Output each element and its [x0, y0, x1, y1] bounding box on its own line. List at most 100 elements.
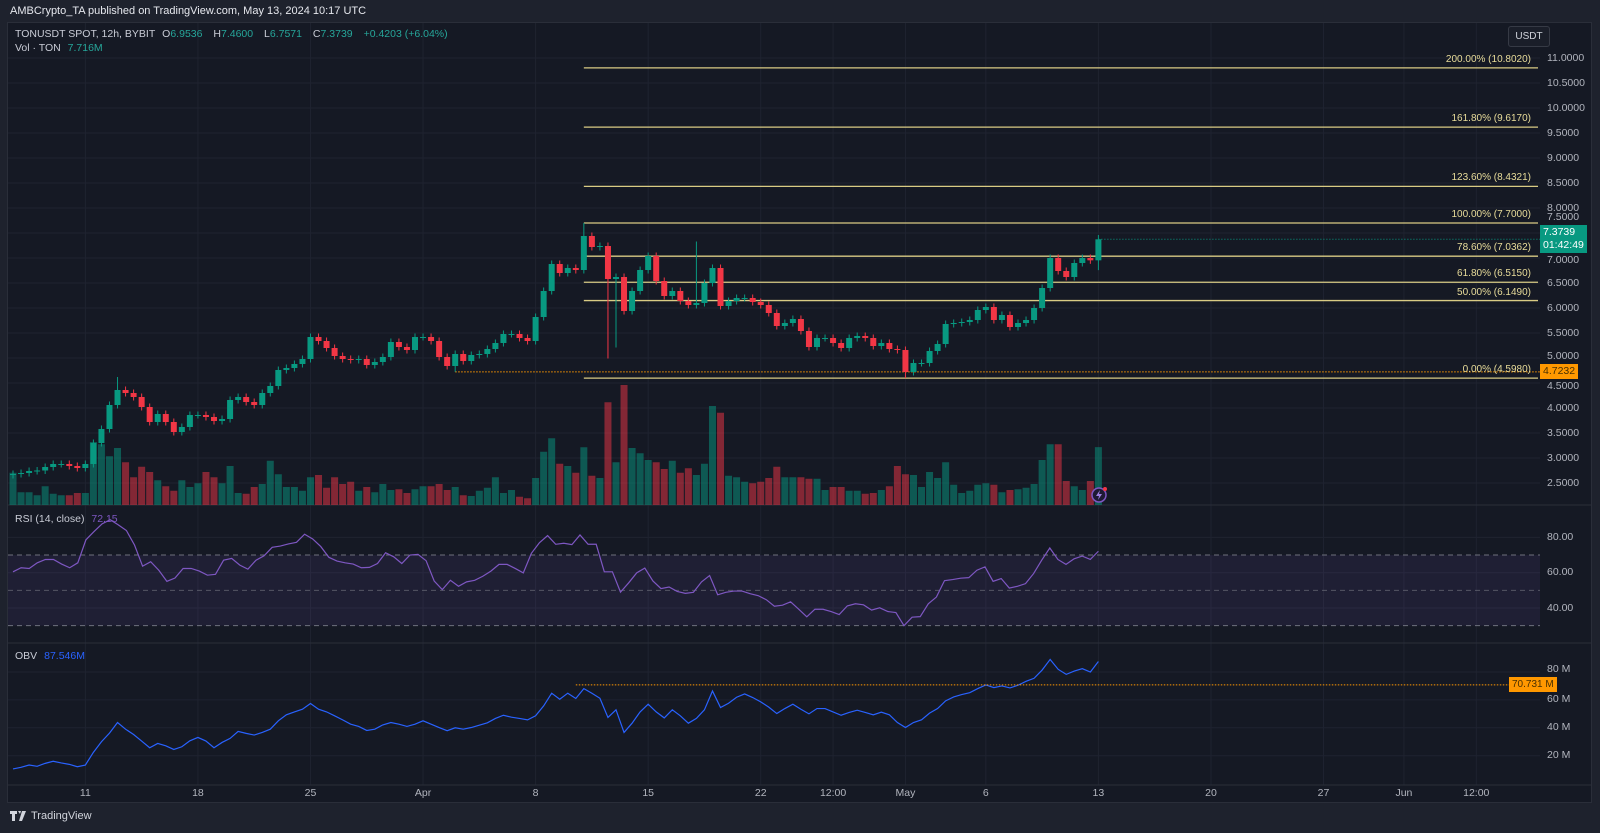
obv-pane [12, 658, 1540, 770]
volume-bar [717, 412, 725, 505]
volume-bar [1078, 490, 1086, 505]
candle-body [331, 348, 338, 356]
rsi-legend[interactable]: RSI (14, close) 72.15 [15, 513, 122, 526]
price-tick-label: 9.5000 [1547, 126, 1580, 139]
candle-body [275, 370, 282, 386]
volume-bar [306, 477, 314, 505]
time-tick-label: 12:00 [1463, 787, 1490, 799]
ohlc-low-label: L [264, 28, 270, 40]
candle-body [894, 349, 901, 350]
volume-bar [323, 487, 331, 505]
volume-bar [1054, 444, 1062, 505]
candle-body [709, 268, 716, 283]
volume-bar [1038, 460, 1046, 505]
candle-body [138, 397, 145, 407]
fib-level-label: 78.60% (7.0362) [1457, 242, 1531, 254]
candle-body [74, 466, 81, 468]
candle-body [588, 236, 595, 247]
volume-bar [998, 492, 1006, 505]
candle-body [355, 359, 362, 360]
volume-bar [708, 406, 716, 505]
volume-bar [813, 478, 821, 505]
candle-body [1079, 258, 1086, 263]
candle-body [910, 363, 917, 372]
candle-body [765, 305, 772, 313]
volume-bar [942, 462, 950, 505]
candle-body [814, 338, 820, 347]
volume-bar [556, 463, 564, 505]
price-level-tag: 4.7232 [1540, 364, 1579, 380]
volume-bar [765, 478, 773, 505]
currency-button[interactable]: USDT [1508, 26, 1550, 47]
time-tick-label: 18 [192, 787, 204, 799]
volume-bar [427, 486, 435, 505]
tradingview-logo[interactable]: TradingView [10, 810, 92, 822]
volume-bar [524, 498, 532, 505]
fib-level-label: 50.00% (6.1490) [1457, 286, 1531, 298]
volume-bar [218, 483, 226, 505]
candle-body [604, 246, 611, 279]
price-tick-label: 11.0000 [1547, 51, 1585, 64]
candlesticks [10, 223, 1102, 479]
volume-bar [580, 447, 588, 505]
candle-body [291, 364, 298, 368]
time-tick-label: 15 [642, 787, 654, 799]
candle-body [990, 307, 997, 320]
volume-bar [660, 469, 668, 505]
volume-legend[interactable]: Vol · TON 7.716M [15, 42, 107, 55]
time-tick-label: May [895, 787, 916, 799]
volume-bar [403, 493, 411, 505]
volume-bar [516, 496, 524, 505]
alert-lightning-icon[interactable] [1091, 487, 1107, 503]
volume-bar [339, 484, 347, 505]
rsi-tick-label: 60.00 [1547, 566, 1574, 579]
volume-bar [41, 486, 49, 505]
price-tick-label: 5.5000 [1547, 326, 1580, 339]
volume-bar [57, 495, 65, 505]
volume-bar [395, 489, 403, 505]
candle-body [934, 344, 941, 351]
volume-bar [459, 495, 467, 505]
candle-body [476, 354, 483, 355]
volume-bar [371, 492, 379, 505]
publish-info: AMBCrypto_TA published on TradingView.co… [10, 5, 367, 17]
volume-bar [282, 487, 290, 505]
fibonacci-extension[interactable] [455, 67, 1540, 379]
volume-bar [178, 480, 186, 505]
volume-bar [548, 438, 556, 505]
candle-body [717, 268, 724, 306]
volume-bar [901, 474, 909, 505]
volume-bar [845, 490, 853, 505]
volume-bar [347, 481, 355, 505]
volume-bar [266, 460, 274, 505]
volume-bars [9, 385, 1102, 505]
candle-body [797, 319, 804, 331]
volume-bar [821, 490, 829, 505]
candle-body [902, 350, 909, 372]
price-tick-label: 8.0000 [1547, 201, 1580, 214]
candle-body [10, 474, 16, 475]
obv-legend[interactable]: OBV 87.546M [15, 650, 89, 663]
volume-bar [829, 487, 837, 505]
volume-bar [210, 477, 218, 505]
symbol-legend[interactable]: TONUSDT SPOT, 12h, BYBIT O6.9536 H7.4600… [15, 28, 452, 41]
candle-body [572, 268, 579, 270]
candle-body [725, 301, 732, 306]
volume-bar [226, 466, 234, 505]
last-price-tag: 7.3739 01:42:49 [1540, 225, 1587, 254]
price-tick-label: 2.5000 [1547, 476, 1580, 489]
volume-bar [114, 448, 122, 505]
candle-body [259, 393, 266, 405]
candle-body [846, 338, 853, 348]
volume-bar [411, 489, 419, 505]
volume-bar [499, 493, 507, 505]
obv-tick-label: 20 M [1547, 749, 1571, 762]
candle-body [50, 464, 57, 467]
volume-bar [572, 472, 580, 505]
candle-body [460, 354, 467, 361]
volume-bar [507, 490, 515, 505]
fib-level-label: 0.00% (4.5980) [1462, 364, 1531, 376]
rsi-line [12, 519, 1099, 627]
candle-body [412, 337, 418, 350]
